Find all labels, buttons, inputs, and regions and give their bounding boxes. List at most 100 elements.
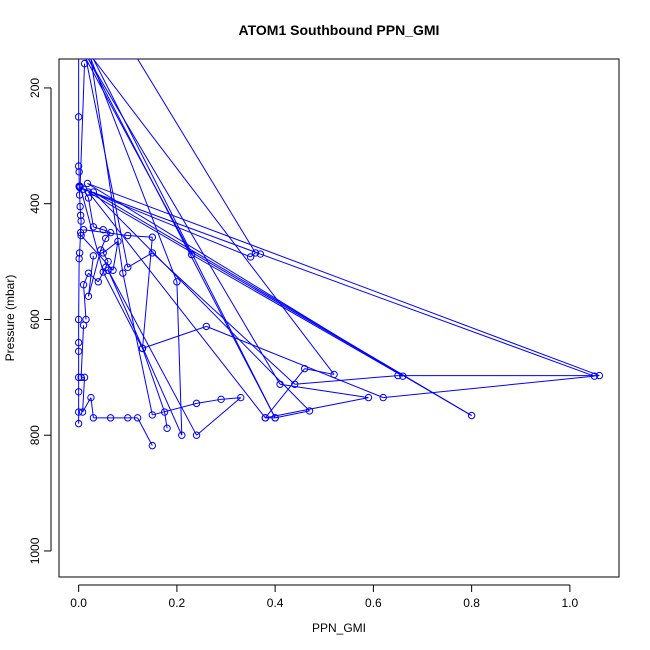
data-point <box>119 269 127 277</box>
data-point <box>99 249 107 257</box>
data-point <box>74 113 83 121</box>
data-point <box>261 414 270 422</box>
data-point <box>124 414 132 422</box>
series-line-segment <box>82 397 92 413</box>
data-point <box>192 431 201 439</box>
series-layer <box>74 59 604 450</box>
data-point <box>148 411 157 419</box>
data-point <box>202 322 211 331</box>
y-tick-label: 1000 <box>28 537 42 564</box>
series-2 <box>83 59 604 388</box>
data-point <box>379 393 387 402</box>
series-line-segment <box>79 187 261 255</box>
data-point <box>74 162 83 170</box>
series-line-segment <box>196 397 242 436</box>
data-point <box>76 211 85 219</box>
data-point <box>148 233 157 241</box>
data-point <box>87 393 95 402</box>
data-point <box>305 407 314 415</box>
data-point <box>330 370 338 379</box>
series-1 <box>75 59 599 402</box>
data-point <box>148 249 157 257</box>
series-line-segment <box>196 398 222 404</box>
data-point <box>124 231 132 240</box>
series-line-segment <box>102 252 109 262</box>
y-tick-label: 800 <box>28 425 42 445</box>
plot-frame <box>58 58 620 578</box>
series-line-segment <box>383 375 595 399</box>
data-point <box>109 266 117 274</box>
data-point <box>79 281 88 289</box>
data-point <box>237 393 245 402</box>
series-line-segment <box>137 59 256 254</box>
y-tick-label: 400 <box>28 193 42 213</box>
series-line-segment <box>142 237 153 349</box>
data-point <box>595 371 604 380</box>
series-line-segment <box>92 59 335 375</box>
series-4 <box>90 59 245 439</box>
y-axis: 200 400 600 800 1000 <box>28 78 52 564</box>
data-point <box>590 372 599 380</box>
series-0 <box>74 59 85 428</box>
data-point <box>84 194 93 202</box>
chart-title: ATOM1 Southbound PPN_GMI <box>239 22 440 38</box>
data-point <box>173 278 181 286</box>
series-5 <box>92 59 338 422</box>
series-line-segment <box>304 368 335 375</box>
data-point <box>101 263 110 272</box>
series-3 <box>84 59 476 422</box>
x-tick-label: 0.2 <box>169 596 186 610</box>
data-point <box>77 217 85 225</box>
series-line-segment <box>82 377 86 413</box>
series-line-segment <box>83 284 87 320</box>
data-point <box>77 373 85 382</box>
series-line-segment <box>103 229 111 234</box>
data-point <box>178 431 186 439</box>
series-line-segment <box>79 63 86 187</box>
series-line-segment <box>107 270 183 436</box>
data-point <box>160 408 169 416</box>
series-line-segment <box>93 191 310 412</box>
series-line-segment <box>142 348 166 413</box>
series-line-segment <box>87 249 102 297</box>
data-point <box>399 372 407 380</box>
series-line-segment <box>107 270 197 436</box>
data-point <box>192 399 201 408</box>
data-point <box>79 185 88 193</box>
series-line-segment <box>83 188 89 199</box>
series-line-segment <box>88 59 276 419</box>
series-line-segment <box>127 235 153 238</box>
data-point <box>74 408 83 416</box>
series-line-segment <box>260 253 595 377</box>
x-tick-label: 0.0 <box>70 596 87 610</box>
series-8 <box>77 321 157 450</box>
series-line-segment <box>275 410 310 419</box>
y-tick-label: 600 <box>28 309 42 329</box>
data-point <box>251 249 260 257</box>
data-point <box>114 237 122 246</box>
data-point <box>80 59 89 68</box>
data-point <box>163 424 171 432</box>
data-point <box>89 188 98 196</box>
data-point <box>75 168 83 176</box>
series-line-segment <box>88 191 266 419</box>
data-point <box>101 234 110 243</box>
data-point <box>148 441 157 450</box>
series-line-segment <box>137 417 153 446</box>
data-point <box>74 388 83 396</box>
data-point <box>84 269 93 277</box>
data-point <box>138 344 147 353</box>
series-line-segment <box>127 252 153 268</box>
series-line-segment <box>206 325 384 399</box>
series-line-segment <box>79 187 251 258</box>
series-line-segment <box>80 325 85 378</box>
data-point <box>246 253 255 261</box>
x-axis: 0.0 0.2 0.4 0.6 0.8 1.0 <box>70 584 579 610</box>
series-line-segment <box>294 375 398 385</box>
y-axis-label: Pressure (mbar) <box>3 275 17 362</box>
series-line-segment <box>87 182 600 377</box>
data-point <box>99 226 107 234</box>
series-line-segment <box>92 59 276 419</box>
data-point <box>133 414 142 422</box>
